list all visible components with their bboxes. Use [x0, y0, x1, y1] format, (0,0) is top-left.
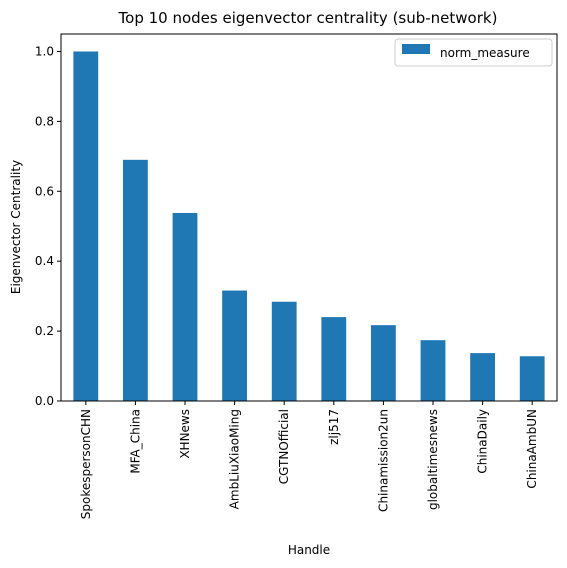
y-tick-label: 0.2: [35, 324, 54, 338]
bar-CGTNOfficial: [271, 301, 297, 401]
bar-zlj517: [321, 317, 347, 401]
x-axis: SpokespersonCHN MFA_China XHNews AmbLiuXiao…: [79, 401, 539, 519]
bar-MFA_China: [123, 159, 148, 401]
y-tick-label: 1.0: [35, 44, 54, 58]
bar-ChinaAmbUN: [519, 356, 545, 401]
bar-SpokespersonCHN: [73, 51, 99, 401]
legend-label: norm_measure: [440, 46, 530, 60]
plot-frame: [60, 33, 558, 402]
bar-ChinaDaily: [470, 353, 495, 401]
x-tick-label: Chinamission2un: [376, 409, 390, 512]
y-tick-label: 0.8: [35, 114, 54, 128]
x-tick-label: CGTNOfficial: [277, 409, 291, 484]
bar-XHNews: [172, 212, 198, 401]
x-tick-label: XHNews: [178, 409, 192, 459]
bar-AmbLiuXiaoMing: [222, 290, 247, 401]
x-tick-label: SpokespersonCHN: [79, 409, 93, 519]
bar-globaltimesnews: [420, 340, 446, 401]
bar-Chinamission2un: [371, 325, 396, 401]
y-tick-label: 0.6: [35, 184, 54, 198]
x-tick-label: ChinaAmbUN: [525, 409, 539, 489]
y-tick-label: 0.4: [35, 254, 54, 268]
chart-title: Top 10 nodes eigenvector centrality (sub…: [118, 9, 498, 27]
x-tick-label: ChinaDaily: [476, 409, 490, 474]
x-tick-label: MFA_China: [128, 409, 142, 474]
y-axis: 0.0 0.2 0.4 0.6 0.8 1.0: [35, 44, 61, 408]
x-tick-label: zlj517: [327, 409, 341, 445]
bars-group: [73, 51, 545, 401]
x-axis-label: Handle: [288, 543, 330, 557]
legend: norm_measure: [394, 38, 553, 67]
y-axis-label: Eigenvector Centrality: [9, 160, 23, 294]
x-tick-label: globaltimesnews: [426, 409, 440, 510]
x-tick-label: AmbLiuXiaoMing: [228, 409, 242, 509]
legend-swatch: [402, 44, 430, 54]
legend-box: [394, 38, 553, 67]
y-tick-label: 0.0: [35, 394, 54, 408]
